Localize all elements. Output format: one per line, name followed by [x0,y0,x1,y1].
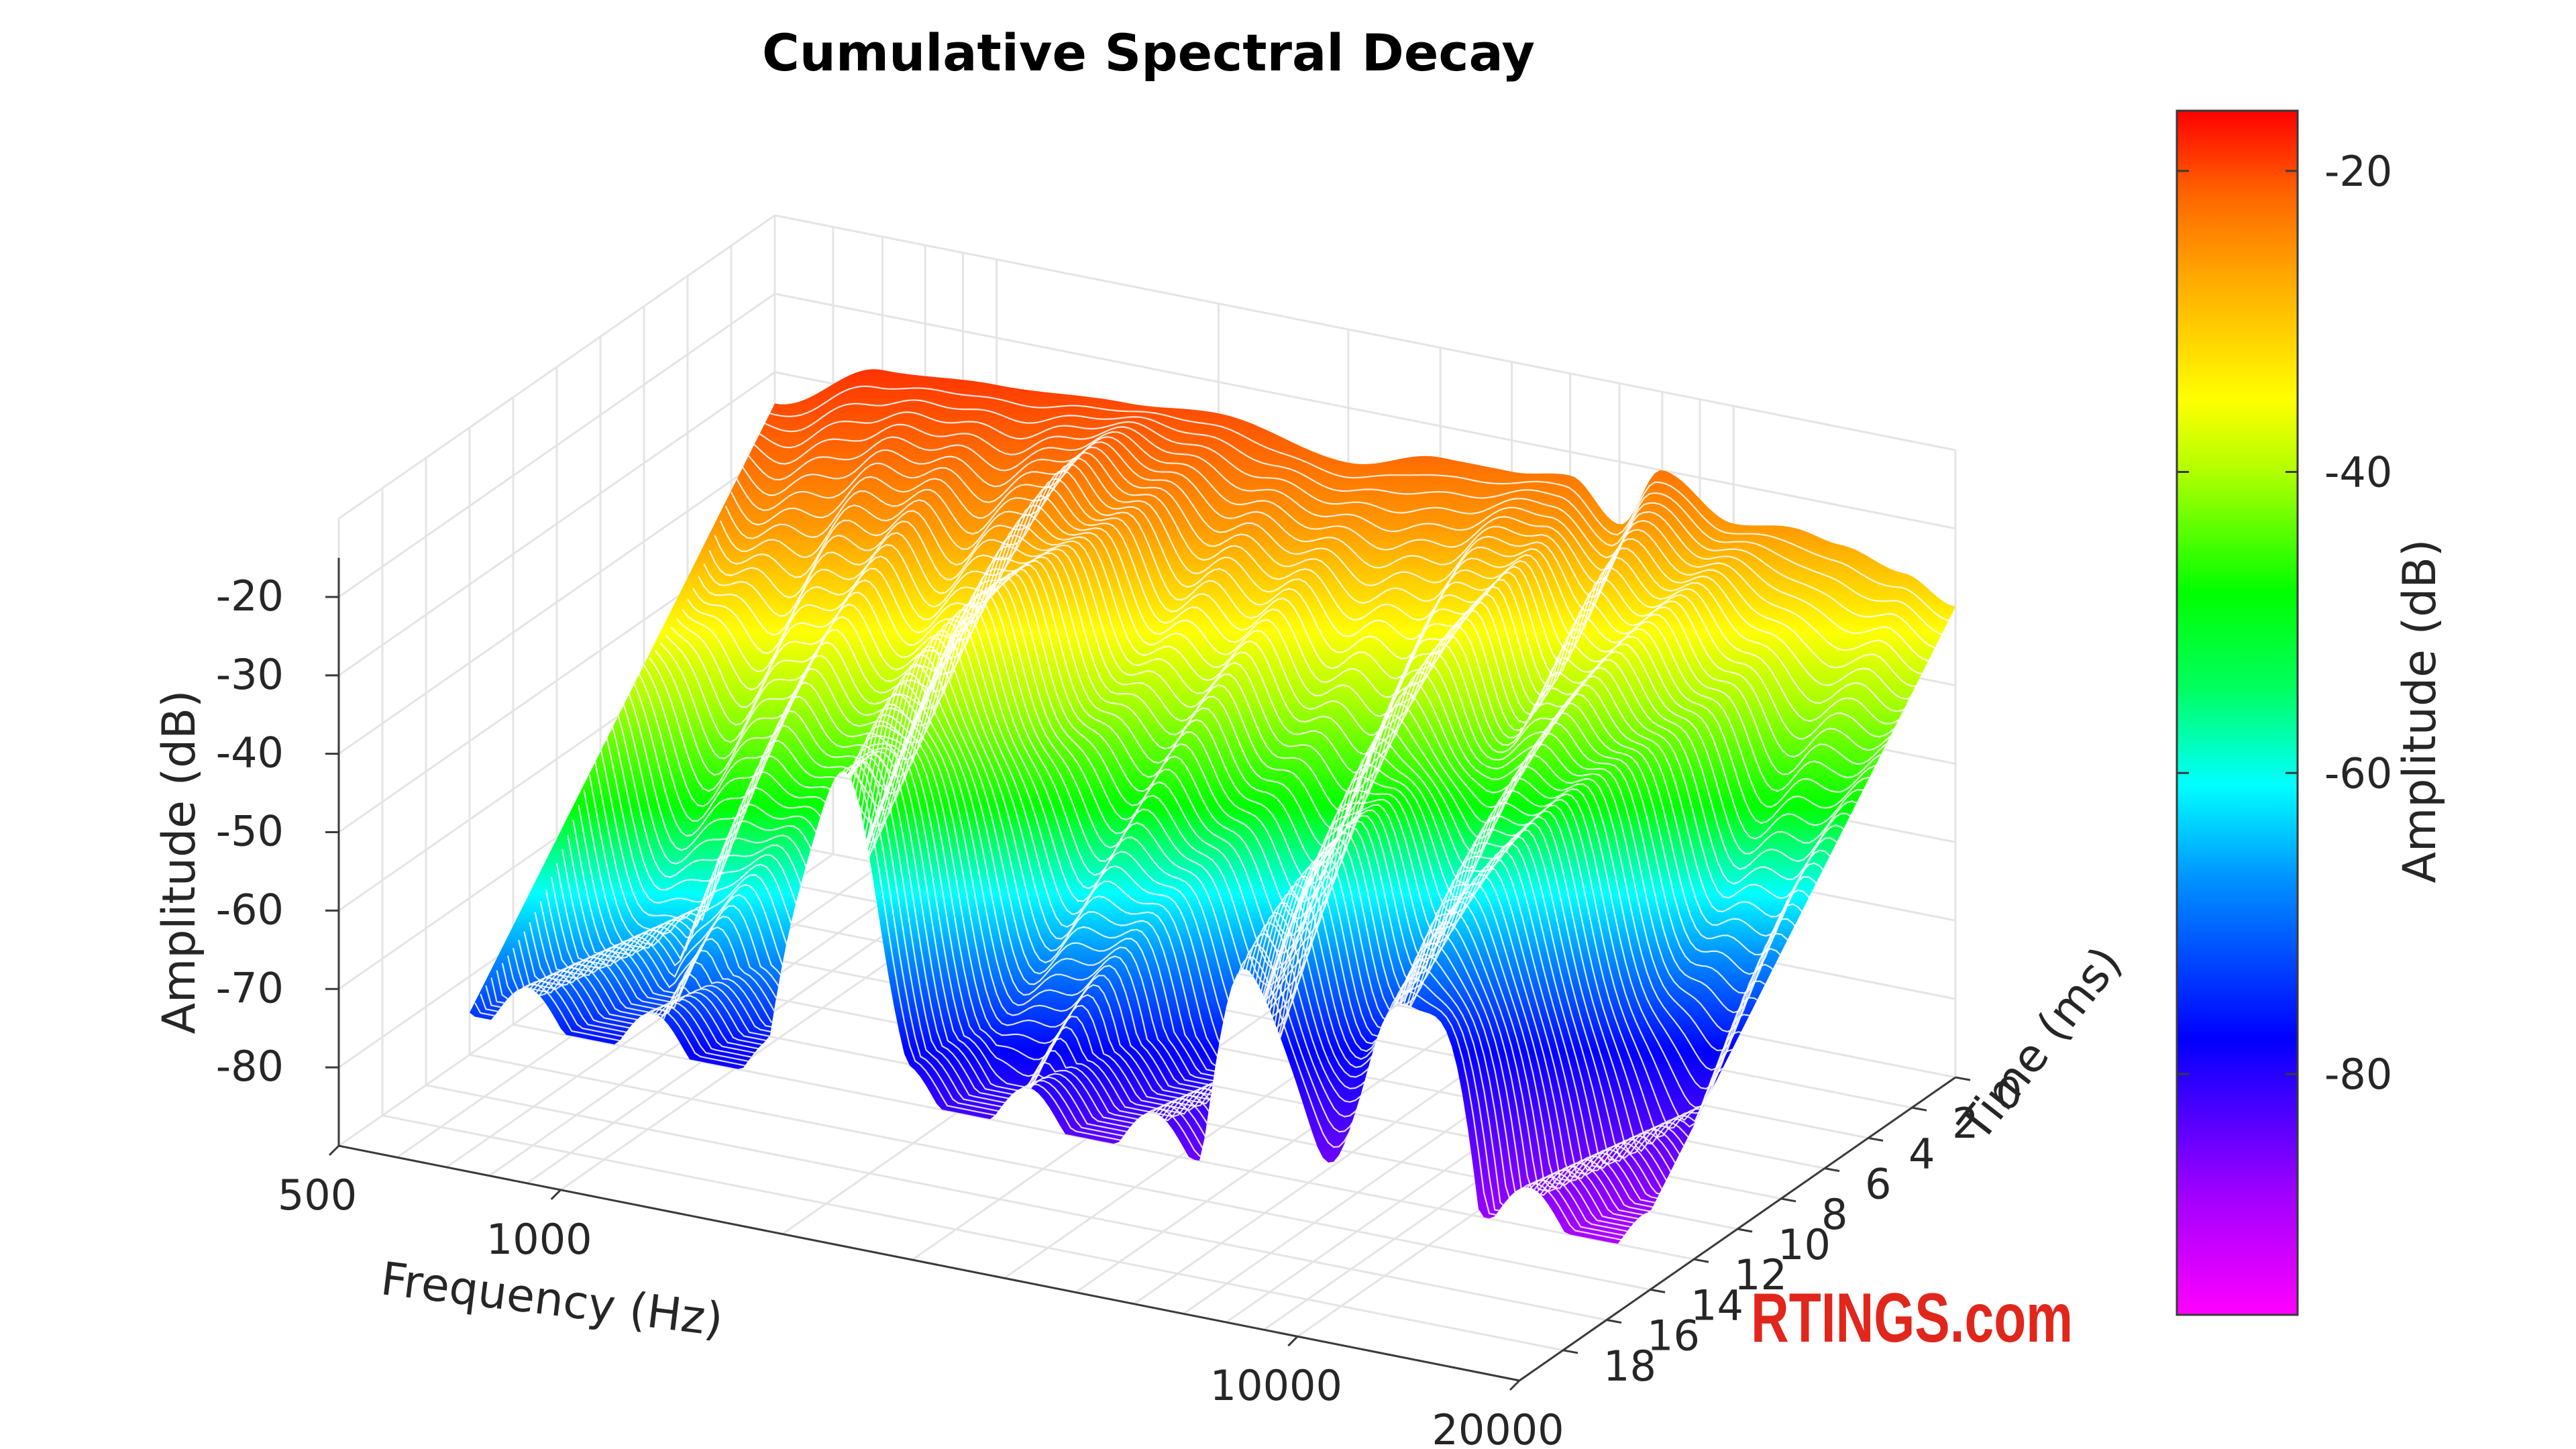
decay-slice-line [752,423,1934,662]
decay-slice-line [567,645,1750,1159]
decay-slice-line [534,703,1717,1199]
amplitude-ticks: -20 -30 -40 -50 -60 -70 -80 [216,572,284,1091]
decay-slice-line [539,692,1721,1194]
decay-slice-line [621,581,1803,1051]
chart-title: Cumulative Spectral Decay [762,23,1535,83]
frequency-tick-label: 500 [278,1171,357,1220]
amplitude-tick-label: -20 [216,572,284,621]
decay-slice-line [741,436,1923,687]
z-axis-label: Amplitude (dB) [153,690,206,1034]
decay-slice-line [769,385,1951,622]
decay-slice-line [757,411,1939,649]
colorbar-tick-label: -80 [2324,1050,2392,1099]
decay-slice-line [616,586,1798,1071]
colorbar-gradient [2176,109,2299,1316]
decay-slice-line [529,714,1711,1202]
amplitude-tick-label: -30 [216,650,284,699]
time-tick-label: 0 [1996,1069,2022,1118]
time-tick-label: 4 [1909,1129,1935,1178]
time-tick-label: 8 [1821,1190,1847,1239]
colorbar-tick-label: -40 [2324,448,2392,497]
amplitude-tick-label: -60 [216,885,284,934]
decay-slice-line [708,470,1891,775]
decay-slice-line [682,514,1864,855]
decay-slice-line [501,750,1684,1224]
axis-lines [325,557,1971,1391]
decay-slice-line [724,451,1907,724]
decay-slice-line [654,555,1837,937]
decay-slice-line [632,572,1815,1014]
decay-slice-line [518,735,1700,1211]
decay-slice-line [605,596,1787,1109]
decay-slice-line [676,524,1858,870]
time-tick-label: 10 [1778,1220,1831,1269]
surface-contour-lines [474,385,1951,1241]
decay-slice-line [545,683,1727,1190]
decay-surface [470,369,1955,1244]
decay-slice-line [731,446,1913,712]
decay-slice-line [578,629,1760,1152]
decay-slice-line [627,577,1809,1033]
decay-slice-line [480,762,1662,1238]
decay-slice-line [583,621,1766,1145]
colorbar-ticks: -20 -40 -60 -80 [2177,147,2392,1099]
colorbar-tick-label: -60 [2324,749,2392,798]
time-tick-label: 6 [1865,1160,1891,1209]
decay-slice-line [588,615,1771,1138]
time-tick-label: 2 [1952,1099,1978,1148]
decay-slice-line [599,602,1782,1121]
decay-slice-line [561,653,1743,1163]
decay-slice-line [485,759,1668,1235]
decay-slice-line [637,568,1820,994]
decay-slice-line [490,756,1673,1231]
decay-slice-line [714,463,1896,758]
amplitude-tick-label: -80 [216,1042,284,1091]
colorbar: -20 -40 -60 -80 Amplitude (dB) [2176,109,2447,1316]
frequency-ticks: 500 1000 10000 20000 [278,1171,1564,1449]
decay-slice-line [698,486,1880,808]
decay-slice-line [555,663,1738,1173]
amplitude-tick-label: -70 [216,963,284,1012]
decay-slice-line [523,724,1706,1208]
decay-slice-line [665,545,1847,900]
y-axis-label: Time (ms) [1949,937,2133,1152]
rtings-logo: RTINGS.com [1751,1279,2073,1357]
decay-slice-line [649,559,1831,956]
frequency-tick-label: 20000 [1432,1405,1564,1449]
decay-slice-line [550,672,1733,1184]
time-tick-label: 12 [1734,1250,1787,1299]
decay-slice-line [670,534,1853,885]
decay-slice-line [719,458,1902,740]
decay-slice-line [643,564,1825,975]
amplitude-tick-label: -50 [216,807,284,856]
decay-slice-line [659,552,1842,918]
decay-slice-line [512,743,1695,1215]
decay-slice-line [474,766,1656,1241]
decay-slice-line [610,592,1792,1090]
time-tick-label: 18 [1603,1342,1656,1391]
decay-slice-line [747,431,1929,675]
decay-slice-line [763,399,1945,636]
time-tick-label: 14 [1690,1281,1743,1330]
amplitude-tick-label: -40 [216,729,284,777]
frequency-tick-label: 1000 [486,1215,592,1264]
decay-slice-line [572,637,1755,1155]
time-tick-label: 16 [1647,1311,1700,1360]
decay-slice-line [496,753,1678,1227]
decay-slice-line [594,608,1776,1129]
decay-slice-line [687,504,1869,840]
decay-slice-line [506,747,1689,1220]
decay-slice-line [736,441,1918,700]
decay-slice-line [692,495,1874,824]
x-axis-label: Frequency (Hz) [378,1252,726,1347]
frequency-tick-label: 10000 [1210,1361,1342,1410]
colorbar-tick-label: -20 [2324,147,2392,196]
colorbar-label: Amplitude (dB) [2394,539,2447,883]
surface-fill [470,369,1955,1244]
decay-slice-line [703,478,1885,792]
